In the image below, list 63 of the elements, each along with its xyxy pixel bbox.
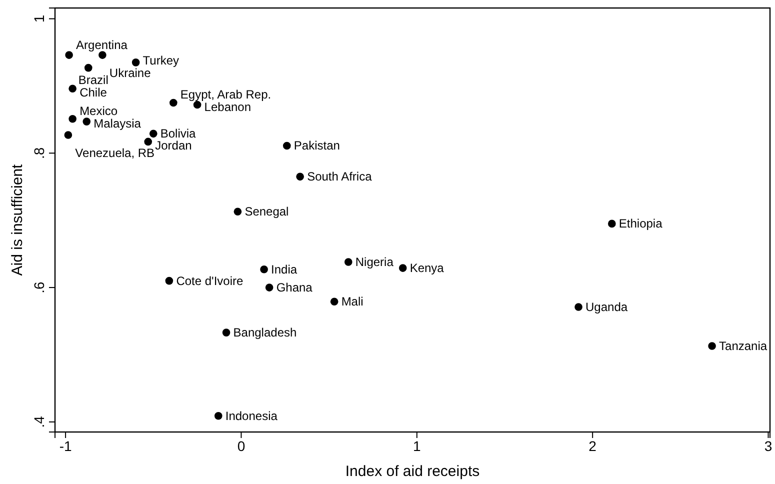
annotation: Ukraine (109, 66, 152, 80)
annotation: Chile (80, 86, 108, 100)
x-tick-label: 1 (412, 438, 421, 454)
point (265, 284, 274, 292)
annotation: Pakistan (294, 138, 340, 153)
annotation: Jordan (155, 138, 192, 153)
annotation: Mali (341, 294, 364, 309)
point (222, 328, 230, 336)
annotation: Senegal (244, 204, 289, 219)
point (234, 208, 242, 216)
point (260, 265, 268, 274)
point (149, 130, 158, 138)
point (330, 298, 338, 306)
point (82, 118, 91, 126)
point (64, 131, 72, 139)
x-tick-label: 2 (588, 438, 597, 454)
x-tick-label: -1 (59, 438, 72, 454)
annotation: Venezuela, RB (75, 146, 155, 160)
point (68, 84, 76, 93)
x-tick-label: 3 (764, 438, 772, 454)
annotation: Ethiopia (618, 216, 663, 231)
point (68, 114, 76, 123)
point (169, 98, 178, 107)
annotation: Bolivia (160, 126, 196, 141)
annotation: Mexico (80, 104, 118, 118)
annotation: Malaysia (94, 116, 142, 131)
point (84, 64, 92, 72)
point (574, 303, 582, 311)
y-tick-label: 1 (31, 14, 47, 23)
annotation: Argentina (76, 38, 128, 52)
point (344, 258, 352, 266)
annotation: Uganda (586, 300, 628, 314)
point (144, 138, 152, 146)
y-tick-label: .4 (31, 416, 47, 428)
point (282, 142, 291, 150)
y-axis-title: Aid is insufficient (9, 163, 26, 276)
point (608, 220, 616, 228)
point (65, 51, 73, 59)
point (708, 342, 716, 350)
annotation: Bangladesh (233, 326, 297, 340)
x-axis-title: Index of aid receipts (345, 463, 480, 480)
y-tick-label: .8 (31, 147, 47, 159)
point (132, 58, 140, 66)
annotation: Cote d'Ivoire (176, 274, 244, 288)
point (165, 276, 174, 285)
annotation: Tanzania (719, 338, 768, 353)
annotation: Indonesia (225, 408, 278, 423)
annotation: Nigeria (355, 254, 394, 269)
annotation: India (271, 262, 298, 276)
annotation: Ghana (276, 280, 313, 295)
annotation: Egypt, Arab Rep. (180, 88, 272, 102)
point (296, 172, 304, 181)
annotation: Brazil (78, 72, 108, 87)
annotation: South Africa (307, 170, 372, 184)
annotation: Lebanon (204, 100, 252, 114)
annotation: Turkey (142, 53, 180, 68)
annotation: Kenya (410, 261, 444, 276)
y-tick-label: .6 (31, 281, 47, 294)
point (193, 100, 202, 109)
point (398, 264, 407, 272)
point (214, 412, 222, 420)
x-tick-label: 0 (237, 438, 246, 454)
point (98, 51, 106, 59)
